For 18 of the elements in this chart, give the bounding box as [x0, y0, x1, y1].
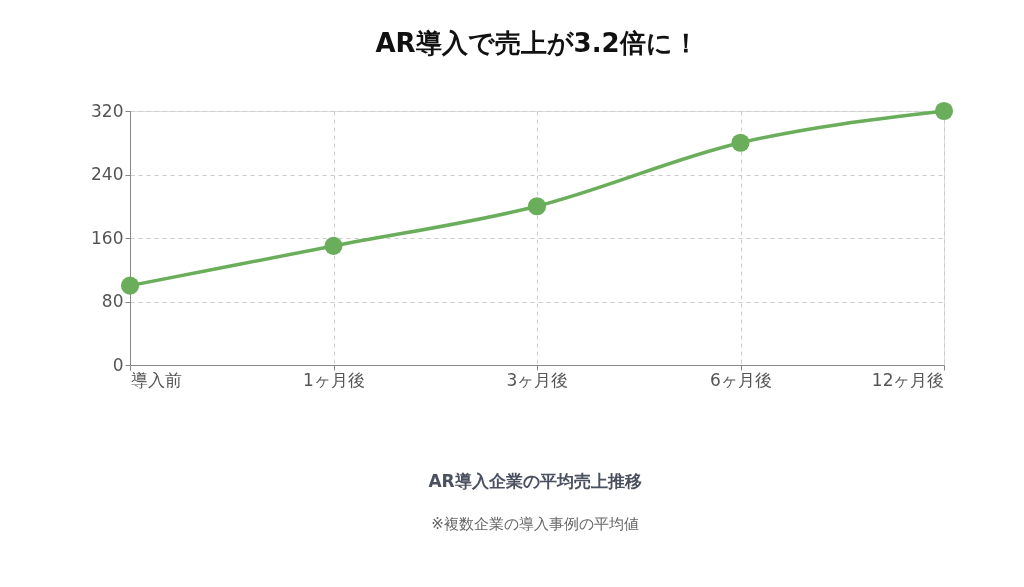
x-tick-label: 1ヶ月後: [303, 369, 365, 390]
y-tick-label: 320: [91, 100, 124, 121]
y-tick-label: 160: [91, 227, 124, 248]
point: [731, 133, 750, 152]
point: [120, 276, 140, 295]
x-tick-label: 3ヶ月後: [506, 369, 569, 390]
x-tick-label: 6ヶ月後: [710, 369, 772, 390]
x-tick-label: 12ヶ月後: [871, 369, 945, 390]
x-tick-label: 導入前: [130, 369, 182, 390]
text: AR導入企業の平均売上推移: [428, 471, 642, 491]
point: [324, 236, 343, 255]
y-tick-label: 0: [112, 354, 124, 375]
point: [934, 101, 954, 121]
point: [527, 197, 547, 216]
chart-title: AR導入で売上が3.2倍に！: [375, 27, 699, 58]
text: ※複数企業の導入事例の平均値: [431, 515, 639, 533]
y-tick-label: 240: [91, 164, 124, 184]
y-tick-label: 80: [101, 291, 124, 311]
